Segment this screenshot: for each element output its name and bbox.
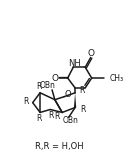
Text: R: R (80, 105, 85, 114)
Text: O: O (64, 90, 71, 99)
Text: O: O (87, 49, 94, 58)
Text: R,R = H,OH: R,R = H,OH (35, 142, 84, 151)
Text: OBn: OBn (40, 81, 55, 90)
Text: OBn: OBn (62, 116, 78, 125)
Text: R: R (54, 112, 59, 121)
Text: R: R (36, 114, 42, 123)
Text: NH: NH (68, 59, 81, 68)
Text: R: R (24, 97, 29, 106)
Text: R: R (48, 111, 54, 120)
Polygon shape (74, 93, 76, 108)
Text: R: R (79, 86, 84, 95)
Text: R: R (36, 82, 42, 91)
Text: O: O (51, 74, 58, 83)
Text: CH₃: CH₃ (109, 74, 123, 83)
